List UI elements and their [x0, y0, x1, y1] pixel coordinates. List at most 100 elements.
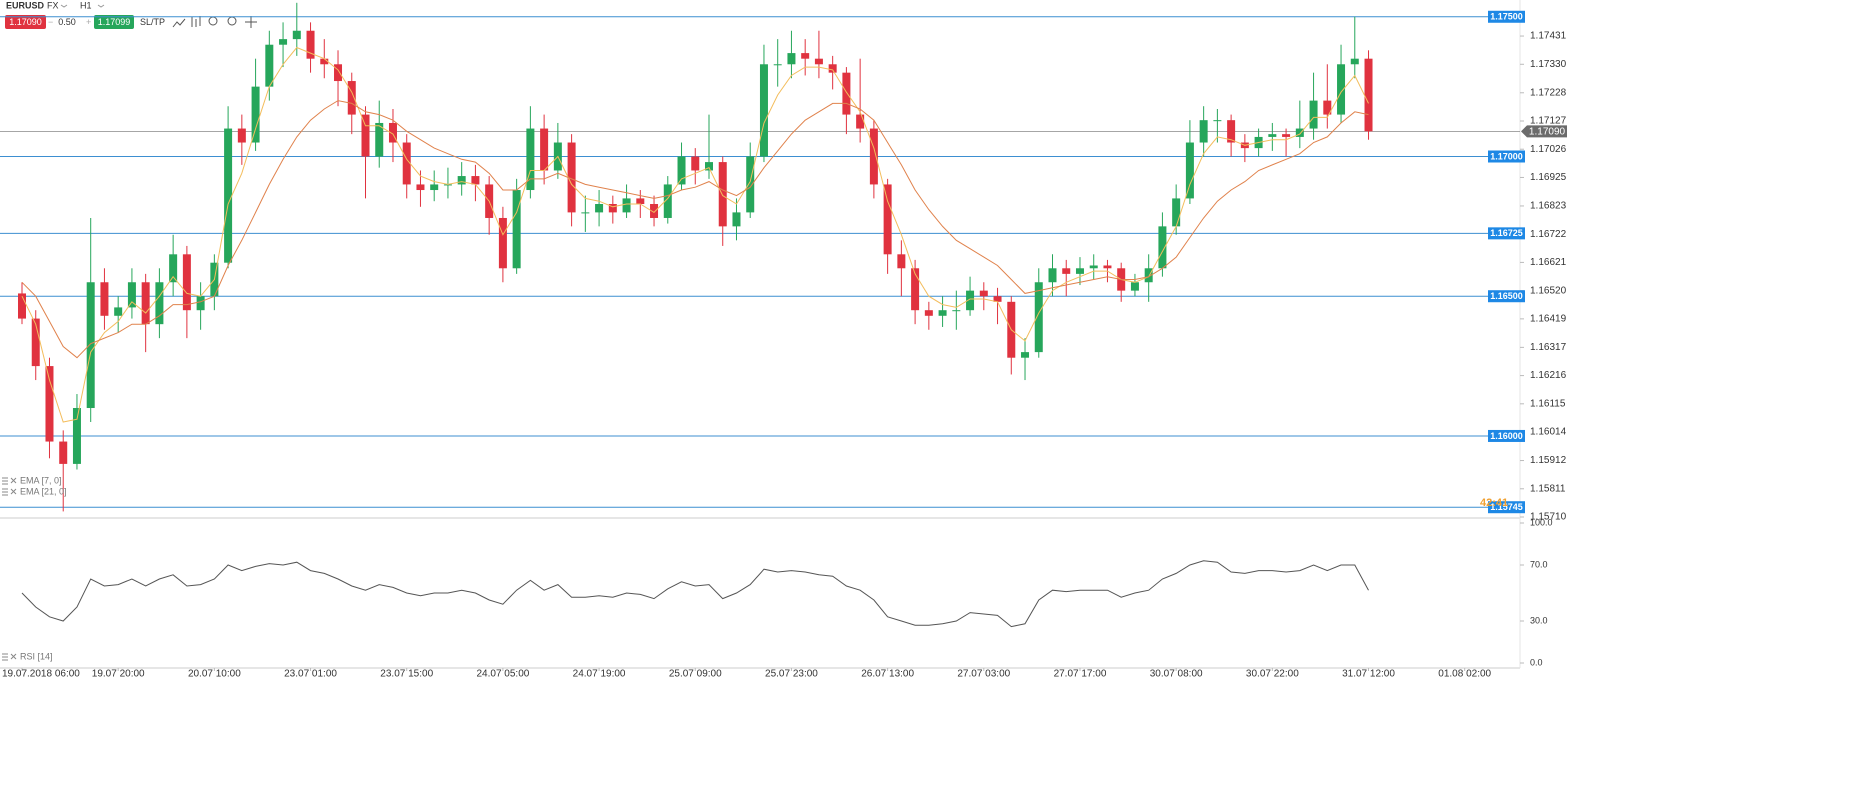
y-tick-label: 1.16115: [1530, 398, 1566, 409]
candle-body: [388, 122, 397, 143]
price-level-label: 1.17500: [1490, 12, 1523, 22]
legend-menu-icon: [2, 488, 8, 496]
candle-body: [224, 128, 233, 263]
x-tick-label: 27.07 03:00: [957, 669, 1010, 680]
dropdown-icon[interactable]: [60, 4, 68, 8]
candle-body: [1089, 265, 1098, 269]
candle-body: [567, 142, 576, 213]
candle-body: [347, 81, 356, 115]
candle-body: [1199, 120, 1208, 143]
candle-body: [759, 64, 768, 157]
candle-body: [306, 30, 315, 59]
sltp-button[interactable]: SL/TP: [140, 17, 165, 27]
y-tick-label: 0.0: [1530, 657, 1543, 667]
candle-body: [114, 307, 123, 316]
candle-body: [1021, 352, 1030, 358]
spread: 0.50: [58, 17, 76, 27]
last-price-label: 1.17090: [1529, 126, 1566, 137]
y-tick-label: 1.16014: [1530, 427, 1567, 438]
price-level-tag: [1488, 429, 1525, 442]
y-tick-label: 100.0: [1530, 517, 1553, 527]
candle-body: [705, 162, 713, 171]
candle-body: [801, 53, 810, 59]
candle-body: [237, 128, 246, 143]
y-tick-label: 1.17127: [1530, 116, 1567, 127]
dropdown-icon[interactable]: [97, 4, 105, 8]
legend-entry: RSI [14]: [20, 651, 53, 661]
legend-entry: EMA [21, 0]: [20, 486, 67, 496]
candle-body: [924, 310, 933, 316]
candle-body: [993, 296, 1002, 302]
x-tick-label: 23.07 01:00: [284, 669, 337, 680]
buy-price: 1.17099: [98, 17, 131, 27]
y-tick-label: 1.17330: [1530, 59, 1567, 70]
candle-body: [320, 58, 329, 65]
y-tick-label: 1.17431: [1530, 31, 1567, 42]
y-tick-label: 1.16216: [1530, 370, 1567, 381]
chart-type-icon[interactable]: [172, 18, 186, 28]
x-tick-label: 01.08 02:00: [1438, 669, 1491, 680]
y-tick-label: 1.16520: [1530, 285, 1567, 296]
candle-body: [828, 64, 837, 73]
candle-body: [966, 290, 975, 311]
x-tick-label: 24.07 19:00: [573, 669, 626, 680]
plus[interactable]: +: [86, 17, 91, 27]
candle-body: [869, 128, 878, 185]
candle-body: [608, 204, 617, 213]
candle-body: [457, 176, 466, 185]
candle-body: [746, 156, 755, 213]
candle-body: [86, 282, 95, 409]
y-tick-label: 1.16925: [1530, 172, 1567, 183]
price-level-tag: [1488, 227, 1525, 240]
candle-body: [1227, 120, 1236, 143]
candle-body: [512, 190, 521, 269]
candle-body: [773, 64, 782, 66]
candle-body: [897, 254, 906, 269]
y-tick-label: 1.16722: [1530, 229, 1567, 240]
candle-body: [1268, 134, 1277, 137]
candle-body: [416, 184, 425, 191]
candle-body: [691, 156, 700, 171]
indicators-icon[interactable]: [191, 16, 201, 27]
x-tick-label: 31.07 12:00: [1342, 669, 1395, 680]
candle-body: [1158, 226, 1167, 269]
candle-body: [292, 30, 301, 40]
candle-body: [375, 122, 384, 157]
x-tick-label: 24.07 05:00: [476, 669, 529, 680]
crosshair-icon[interactable]: [245, 16, 257, 28]
candle-body: [1323, 100, 1332, 115]
candle-body: [979, 290, 988, 297]
candle-body: [650, 204, 659, 218]
legend-menu-icon: [2, 477, 8, 485]
ema-line: [21, 46, 1369, 423]
sell-button[interactable]: [5, 15, 46, 29]
legend-close-icon: [10, 488, 17, 495]
x-tick-label: 30.07 08:00: [1150, 669, 1203, 680]
minus[interactable]: −: [48, 17, 53, 27]
candle-body: [1130, 282, 1139, 291]
candle-body: [622, 198, 631, 213]
timeframe[interactable]: H1: [80, 0, 92, 10]
candle-body: [182, 254, 191, 311]
candle-body: [265, 44, 274, 87]
buy-button[interactable]: [94, 15, 134, 29]
candle-body: [1282, 134, 1291, 137]
candle-body: [141, 282, 150, 325]
candle-body: [279, 39, 288, 45]
x-tick-label: 23.07 15:00: [380, 669, 433, 680]
candle-body: [72, 408, 81, 464]
symbol[interactable]: EURUSD: [6, 0, 45, 10]
rsi-line: [21, 560, 1369, 628]
x-tick-label: 25.07 09:00: [669, 669, 722, 680]
y-tick-label: 1.16317: [1530, 342, 1567, 353]
price-level-tag: [1488, 10, 1525, 23]
candle-body: [1185, 142, 1194, 199]
candle-body: [1048, 268, 1057, 283]
y-tick-label: 70.0: [1530, 559, 1548, 569]
candle-body: [718, 162, 727, 227]
candle-body: [1172, 198, 1181, 227]
y-tick-label: 1.15710: [1530, 512, 1567, 523]
candle-body: [1350, 58, 1359, 65]
candle-body: [443, 184, 452, 186]
